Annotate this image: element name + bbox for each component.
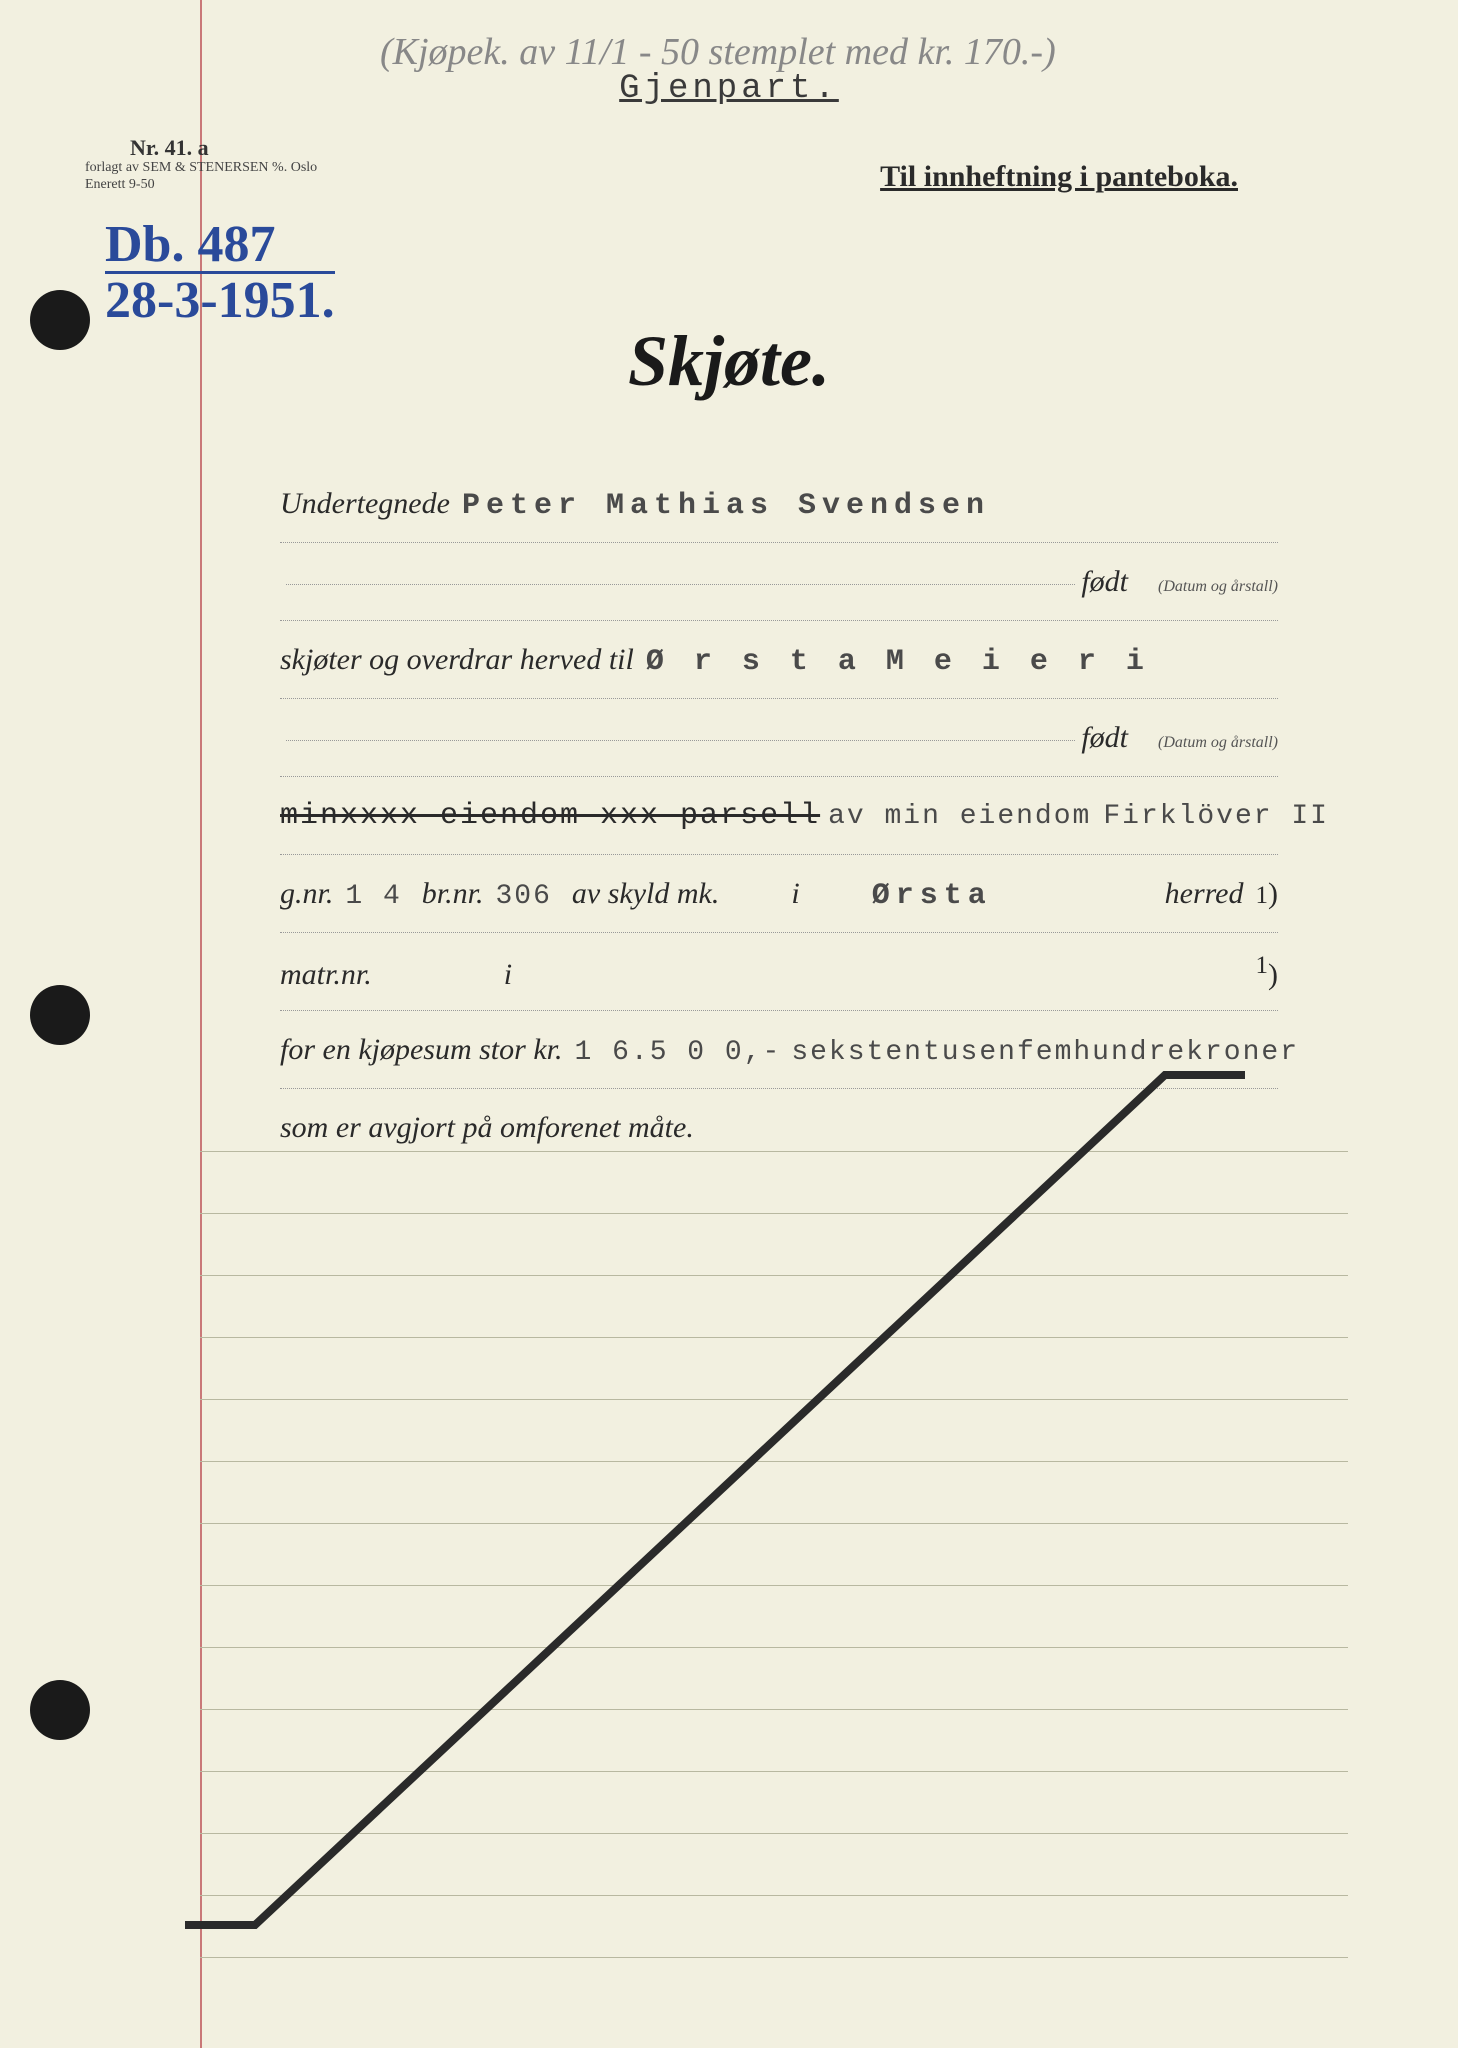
buyer-line: skjøter og overdrar herved til Ø r s t a…	[280, 621, 1278, 699]
ruled-line	[200, 1152, 1348, 1214]
ruled-line	[200, 1276, 1348, 1338]
ruled-line	[200, 1524, 1348, 1586]
document-page: (Kjøpek. av 11/1 - 50 stemplet med kr. 1…	[0, 0, 1458, 2048]
ruled-line	[200, 1338, 1348, 1400]
buyer-born-line: født (Datum og årstall)	[280, 699, 1278, 777]
date-hint: (Datum og årstall)	[1158, 566, 1278, 608]
date-hint: (Datum og årstall)	[1158, 722, 1278, 764]
i-label: i	[504, 936, 512, 1014]
copy-label: Gjenpart.	[619, 70, 839, 108]
punch-hole	[30, 985, 90, 1045]
ruled-line	[200, 1896, 1348, 1958]
punch-hole	[30, 290, 90, 350]
matr-line: matr.nr. i 1)	[280, 933, 1278, 1011]
seller-line: Undertegnede Peter Mathias Svendsen	[280, 465, 1278, 543]
i-label: i	[791, 855, 799, 933]
ruled-writing-area	[200, 1090, 1348, 1928]
ruled-line	[200, 1462, 1348, 1524]
publisher-info: forlagt av SEM & STENERSEN %. Oslo Enere…	[85, 160, 317, 194]
registration-number: Db. 487	[105, 220, 335, 269]
ruled-line	[200, 1214, 1348, 1276]
struck-text: minxxxx eiendom xxx parsell	[280, 777, 820, 855]
kjopesum-label: for en kjøpesum stor kr.	[280, 1011, 562, 1089]
brnr-value: 306	[495, 861, 551, 934]
ruled-line	[200, 1586, 1348, 1648]
ruled-line	[200, 1834, 1348, 1896]
buyer-name: Ø r s t a M e i e r i	[646, 623, 1150, 701]
ruled-line	[200, 1090, 1348, 1152]
ruled-line	[200, 1710, 1348, 1772]
gnr-label: g.nr.	[280, 855, 333, 933]
brnr-label: br.nr.	[422, 855, 484, 933]
ruled-line	[200, 1400, 1348, 1462]
eiendom-label: av min eiendom	[828, 781, 1091, 854]
skyld-label: av skyld mk.	[572, 855, 719, 933]
price-line: for en kjøpesum stor kr. 1 6.5 0 0,- sek…	[280, 1011, 1278, 1089]
binding-note: Til innheftning i panteboka.	[880, 160, 1238, 194]
fodt-label: født	[1081, 543, 1128, 621]
seller-born-line: født (Datum og årstall)	[280, 543, 1278, 621]
document-title: Skjøte.	[628, 320, 830, 403]
matr-label: matr.nr.	[280, 936, 372, 1014]
form-body: Undertegnede Peter Mathias Svendsen født…	[280, 465, 1278, 1167]
form-number: Nr. 41. a	[130, 135, 209, 161]
registration-stamp: Db. 487 28-3-1951.	[105, 220, 335, 326]
herred-value: Ørsta	[872, 857, 992, 935]
property-name: Firklöver II	[1103, 781, 1329, 854]
price-value: 1 6.5 0 0,-	[574, 1017, 781, 1090]
publisher-line: Enerett 9-50	[85, 177, 317, 194]
punch-hole	[30, 1680, 90, 1740]
ruled-line	[200, 1772, 1348, 1834]
gnr-value: 1 4	[345, 861, 401, 934]
ruled-line	[200, 1648, 1348, 1710]
form-number-text: Nr. 41. a	[130, 135, 209, 160]
property-line: minxxxx eiendom xxx parsell av min eiend…	[280, 777, 1278, 855]
paren: )	[1268, 958, 1278, 991]
herred-label: herred	[1165, 855, 1244, 933]
publisher-line: forlagt av SEM & STENERSEN %. Oslo	[85, 160, 317, 177]
footnote-ref: 1	[1256, 952, 1269, 979]
price-words: sekstentusenfemhundrekroner	[791, 1017, 1299, 1090]
undertegnede-label: Undertegnede	[280, 465, 450, 543]
pencil-annotation: (Kjøpek. av 11/1 - 50 stemplet med kr. 1…	[380, 30, 1056, 74]
cadastre-line: g.nr. 1 4 br.nr. 306 av skyld mk. i Ørst…	[280, 855, 1278, 933]
paren: )	[1268, 855, 1278, 933]
skjoter-label: skjøter og overdrar herved til	[280, 621, 634, 699]
registration-date: 28-3-1951.	[105, 271, 335, 325]
seller-name: Peter Mathias Svendsen	[462, 467, 990, 545]
fodt-label: født	[1081, 699, 1128, 777]
footnote-ref: 1	[1256, 863, 1269, 928]
